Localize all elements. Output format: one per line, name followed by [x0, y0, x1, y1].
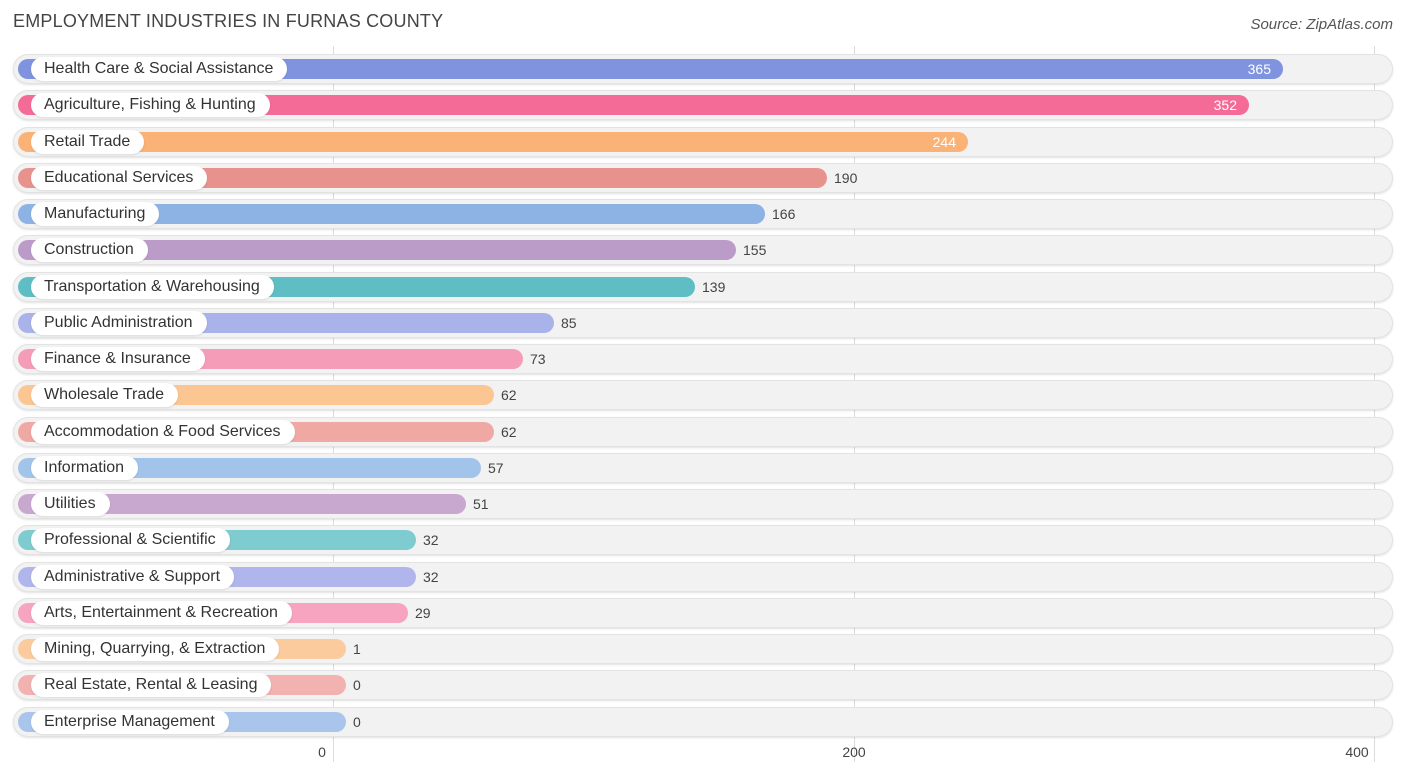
chart-title: EMPLOYMENT INDUSTRIES IN FURNAS COUNTY — [13, 11, 444, 31]
bar-row: Information 57 — [13, 453, 1393, 483]
bar-value-label: 62 — [501, 424, 517, 440]
bar-category-label: Administrative & Support — [31, 565, 235, 589]
bar-value-label: 62 — [501, 387, 517, 403]
bar-row: Enterprise Management 0 — [13, 707, 1393, 737]
bar-row: Health Care & Social Assistance 365 — [13, 54, 1393, 84]
bar-value-label: 0 — [353, 677, 361, 693]
bar-value-label: 155 — [743, 242, 767, 258]
bar-value-label: 0 — [353, 714, 361, 730]
bar-value-label: 57 — [488, 460, 504, 476]
bar-row: Finance & Insurance 73 — [13, 344, 1393, 374]
bar-category-label: Wholesale Trade — [31, 383, 179, 407]
bar-value-label: 73 — [530, 351, 546, 367]
bar-category-label: Accommodation & Food Services — [31, 420, 295, 444]
bar-row: Educational Services 190 — [13, 163, 1393, 193]
bar — [18, 168, 827, 188]
bar-category-label: Real Estate, Rental & Leasing — [31, 673, 272, 697]
bar-row: Administrative & Support 32 — [13, 562, 1393, 592]
bar-row: Utilities 51 — [13, 489, 1393, 519]
bar-value-label: 32 — [423, 532, 439, 548]
bar-value-label: 32 — [423, 569, 439, 585]
bar-row: Professional & Scientific 32 — [13, 525, 1393, 555]
bar-category-label: Information — [31, 456, 139, 480]
bar-value-label: 29 — [415, 605, 431, 621]
bar-value-label: 352 — [1213, 97, 1237, 113]
bar-category-label: Professional & Scientific — [31, 528, 230, 552]
bar-category-label: Finance & Insurance — [31, 347, 205, 371]
bar-row: Accommodation & Food Services 62 — [13, 417, 1393, 447]
bar-row: Real Estate, Rental & Leasing 0 — [13, 670, 1393, 700]
bar — [18, 95, 1249, 115]
bar-category-label: Enterprise Management — [31, 710, 229, 734]
bar-category-label: Retail Trade — [31, 130, 145, 154]
bar-category-label: Manufacturing — [31, 202, 160, 226]
bar-row: Transportation & Warehousing 139 — [13, 272, 1393, 302]
bar-row: Mining, Quarrying, & Extraction 1 — [13, 634, 1393, 664]
bar-row: Retail Trade 244 — [13, 127, 1393, 157]
bar — [18, 132, 968, 152]
bar-value-label: 365 — [1247, 61, 1271, 77]
bar-category-label: Transportation & Warehousing — [31, 275, 274, 299]
bar-category-label: Educational Services — [31, 166, 208, 190]
x-tick-label: 0 — [318, 744, 326, 760]
bar-row: Public Administration 85 — [13, 308, 1393, 338]
bar-value-label: 85 — [561, 315, 577, 331]
bar-value-label: 190 — [834, 170, 858, 186]
bar-value-label: 166 — [772, 206, 796, 222]
bar-value-label: 244 — [932, 134, 956, 150]
bar-value-label: 139 — [702, 279, 726, 295]
chart-source: Source: ZipAtlas.com — [1250, 16, 1393, 33]
bar-category-label: Mining, Quarrying, & Extraction — [31, 637, 280, 661]
bar — [18, 494, 466, 514]
bar-category-label: Arts, Entertainment & Recreation — [31, 601, 292, 625]
x-tick-label: 400 — [1345, 744, 1369, 760]
bar-row: Agriculture, Fishing & Hunting 352 — [13, 90, 1393, 120]
bar — [18, 240, 736, 260]
bar-row: Manufacturing 166 — [13, 199, 1393, 229]
bar-row: Wholesale Trade 62 — [13, 380, 1393, 410]
bar — [18, 59, 1283, 79]
x-tick-label: 200 — [842, 744, 866, 760]
bar-value-label: 1 — [353, 641, 361, 657]
bar-category-label: Utilities — [31, 492, 110, 516]
bar — [18, 204, 765, 224]
bar-category-label: Agriculture, Fishing & Hunting — [31, 93, 270, 117]
bar-category-label: Health Care & Social Assistance — [31, 57, 288, 81]
bar-value-label: 51 — [473, 496, 489, 512]
bar-row: Construction 155 — [13, 235, 1393, 265]
bar-category-label: Construction — [31, 238, 148, 262]
bar-category-label: Public Administration — [31, 311, 207, 335]
bar-row: Arts, Entertainment & Recreation 29 — [13, 598, 1393, 628]
